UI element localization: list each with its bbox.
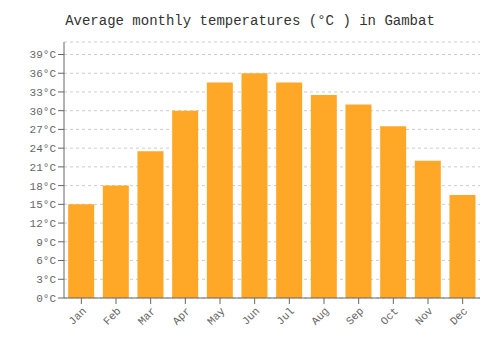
svg-text:Oct: Oct [378,305,400,327]
svg-text:Jun: Jun [240,305,262,327]
svg-text:Jan: Jan [66,305,88,327]
svg-text:18°C: 18°C [30,181,57,193]
svg-text:Sep: Sep [344,305,366,327]
svg-text:May: May [205,305,228,328]
svg-text:0°C: 0°C [36,293,56,305]
svg-text:3°C: 3°C [36,274,56,286]
svg-text:9°C: 9°C [36,237,56,249]
svg-text:30°C: 30°C [30,106,57,118]
svg-text:27°C: 27°C [30,124,57,136]
svg-text:6°C: 6°C [36,255,56,267]
svg-text:21°C: 21°C [30,162,57,174]
svg-text:Apr: Apr [170,305,192,327]
svg-text:39°C: 39°C [30,49,57,61]
svg-text:Dec: Dec [448,305,470,327]
html-text:Average monthly temperatures (: Average monthly temperatures (°C ) in Ga… [65,13,435,29]
svg-text:24°C: 24°C [30,143,57,155]
svg-text:Jul: Jul [274,305,296,327]
svg-text:Mar: Mar [136,305,158,327]
svg-text:Nov: Nov [413,305,436,328]
svg-text:33°C: 33°C [30,87,57,99]
svg-text:Feb: Feb [101,305,123,327]
svg-text:15°C: 15°C [30,199,57,211]
svg-text:12°C: 12°C [30,218,57,230]
svg-text:36°C: 36°C [30,68,57,80]
svg-text:Aug: Aug [309,305,331,327]
